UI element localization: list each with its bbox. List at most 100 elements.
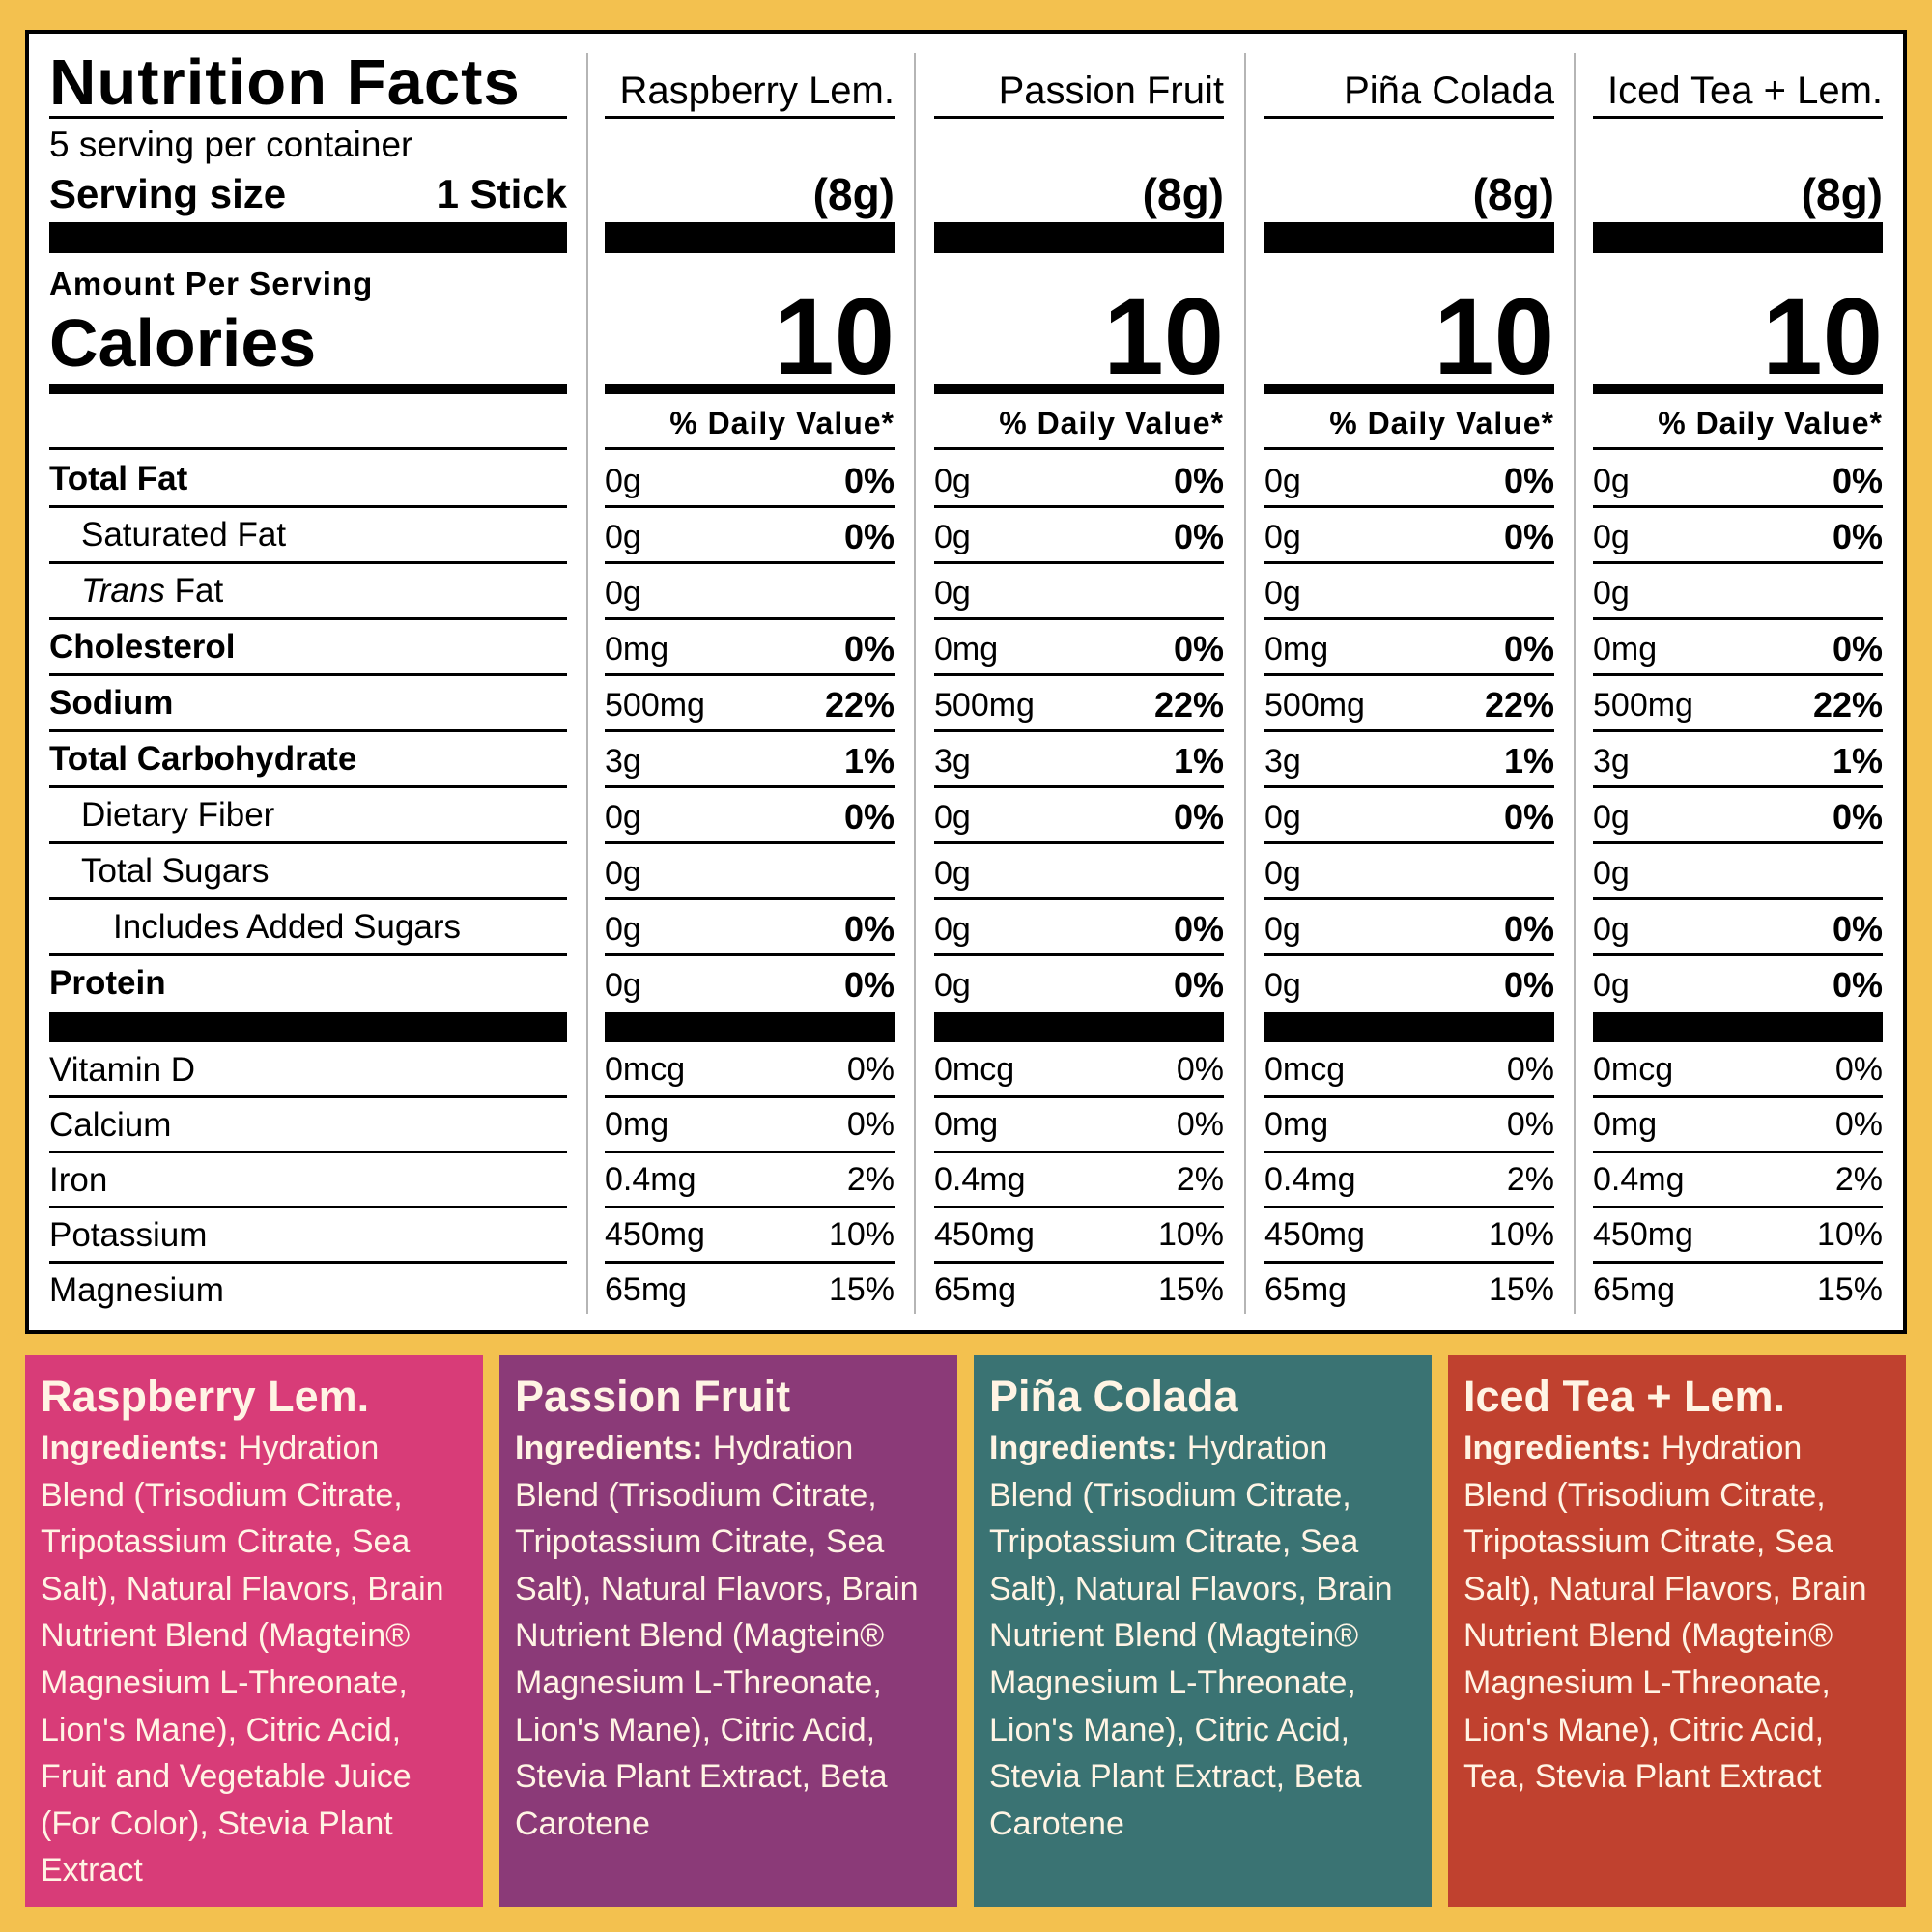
vitamin-amount: 0mg bbox=[1264, 1106, 1329, 1143]
rule bbox=[1593, 1261, 1883, 1264]
nutrient-daily-value: 0% bbox=[843, 965, 895, 1005]
ingredients-panel: Piña Colada Ingredients: Hydration Blend (… bbox=[974, 1355, 1432, 1907]
rule bbox=[934, 617, 1224, 620]
vitamin-amount: 0mcg bbox=[1264, 1051, 1346, 1088]
vitamin-amount: 450mg bbox=[1593, 1216, 1693, 1253]
rule bbox=[605, 222, 895, 253]
ingredients-text: Hydration Blend (Trisodium Citrate, Trip… bbox=[989, 1430, 1393, 1842]
nutrient-daily-value: 0% bbox=[1173, 517, 1224, 556]
nutrient-daily-value: 0% bbox=[1173, 461, 1224, 500]
nutrient-daily-value: 0% bbox=[1503, 461, 1554, 500]
nutrient-amount: 0g bbox=[1593, 462, 1630, 499]
panel-title: Passion Fruit bbox=[515, 1372, 791, 1421]
nutrient-amount: 0g bbox=[605, 798, 641, 836]
nutrient-label-text: Total Carbohydrate bbox=[49, 740, 357, 778]
daily-value-header: % Daily Value* bbox=[1329, 405, 1554, 440]
rule bbox=[49, 384, 567, 394]
ingredients-panel: Raspberry Lem. Ingredients: Hydration Blen… bbox=[25, 1355, 483, 1907]
vitamin-amount: 0mg bbox=[605, 1106, 669, 1143]
nutrient-amount: 0g bbox=[934, 966, 971, 1004]
rule bbox=[49, 897, 567, 900]
rule bbox=[1264, 1012, 1554, 1042]
nutrient-amount: 0g bbox=[1264, 854, 1301, 892]
nutrient-label: Cholesterol bbox=[49, 619, 567, 675]
rule bbox=[49, 841, 567, 844]
rule bbox=[1264, 673, 1554, 676]
vitamin-amount: 0mg bbox=[934, 1106, 999, 1143]
nutrient-amount: 0g bbox=[605, 518, 641, 555]
vitamin-amount: 0mcg bbox=[934, 1051, 1015, 1088]
vitamin-amount: 450mg bbox=[1264, 1216, 1365, 1253]
ingredients-label: Ingredients: bbox=[989, 1430, 1178, 1466]
vitamin-daily-value: 10% bbox=[1488, 1216, 1554, 1253]
vitamin-daily-value: 0% bbox=[846, 1106, 895, 1143]
vitamin-amount: 450mg bbox=[605, 1216, 705, 1253]
nutrient-label-text: Sodium bbox=[49, 684, 174, 722]
nutrient-amount: 0mg bbox=[1593, 630, 1658, 668]
rule bbox=[934, 1261, 1224, 1264]
nutrient-daily-value: 0% bbox=[1832, 965, 1883, 1005]
nutrient-daily-value: 1% bbox=[843, 741, 895, 781]
rule bbox=[1264, 841, 1554, 844]
rule bbox=[934, 1151, 1224, 1153]
vitamin-daily-value: 0% bbox=[846, 1051, 895, 1088]
rule bbox=[49, 505, 567, 508]
rule bbox=[1593, 1151, 1883, 1153]
vitamin-amount: 65mg bbox=[1593, 1271, 1676, 1308]
rule bbox=[934, 116, 1224, 119]
nutrient-daily-value: 0% bbox=[843, 461, 895, 500]
vitamin-amount: 0mcg bbox=[1593, 1051, 1674, 1088]
ingredients-body: Ingredients: Hydration Blend (Trisodium C… bbox=[41, 1425, 468, 1894]
rule bbox=[1264, 617, 1554, 620]
rule bbox=[1264, 953, 1554, 956]
vitamin-label: Calcium bbox=[49, 1105, 172, 1144]
rule bbox=[605, 561, 895, 564]
vitamin-amount: 0.4mg bbox=[605, 1161, 696, 1198]
nutrient-daily-value: 0% bbox=[1503, 965, 1554, 1005]
ingredients-panel: Passion Fruit Ingredients: Hydration Blend… bbox=[499, 1355, 957, 1907]
rule bbox=[605, 1095, 895, 1098]
nutrient-daily-value: 0% bbox=[1832, 461, 1883, 500]
nutrient-daily-value: 0% bbox=[843, 797, 895, 837]
nutrient-daily-value: 0% bbox=[1173, 797, 1224, 837]
nutrient-amount: 3g bbox=[1264, 742, 1301, 780]
nutrient-label: Protein bbox=[49, 955, 567, 1011]
calories-value: 10 bbox=[774, 275, 895, 397]
rule bbox=[605, 384, 895, 394]
rule bbox=[49, 729, 567, 732]
nutrient-amount: 0g bbox=[605, 966, 641, 1004]
nutrient-daily-value: 1% bbox=[1173, 741, 1224, 781]
ingredients-label: Ingredients: bbox=[1463, 1430, 1652, 1466]
nutrient-label-text: Fat bbox=[174, 572, 224, 610]
rule bbox=[1593, 222, 1883, 253]
ingredients-text: Hydration Blend (Trisodium Citrate, Trip… bbox=[41, 1430, 444, 1889]
vitamin-amount: 0.4mg bbox=[1264, 1161, 1356, 1198]
nutrient-label: Total Sugars bbox=[81, 843, 567, 899]
rule bbox=[934, 673, 1224, 676]
rule bbox=[1593, 785, 1883, 788]
nutrient-daily-value: 0% bbox=[1832, 797, 1883, 837]
nutrient-daily-value: 22% bbox=[1812, 685, 1883, 724]
nutrient-amount: 0mg bbox=[1264, 630, 1329, 668]
ingredients-body: Ingredients: Hydration Blend (Trisodium C… bbox=[989, 1425, 1416, 1847]
rule bbox=[934, 384, 1224, 394]
panel-title: Raspberry Lem. bbox=[41, 1372, 370, 1421]
rule bbox=[49, 1095, 567, 1098]
rule bbox=[1593, 841, 1883, 844]
nutrient-amount: 0g bbox=[1593, 798, 1630, 836]
nutrient-amount: 0g bbox=[1264, 518, 1301, 555]
rule bbox=[934, 222, 1224, 253]
rule bbox=[1593, 1095, 1883, 1098]
rule bbox=[605, 841, 895, 844]
vitamin-daily-value: 15% bbox=[1488, 1271, 1554, 1308]
rule bbox=[1264, 1151, 1554, 1153]
calories-label: Calories bbox=[49, 305, 317, 381]
product-serving: (8g) bbox=[812, 169, 895, 219]
rule bbox=[1264, 447, 1554, 450]
nutrient-amount: 0g bbox=[1264, 966, 1301, 1004]
vitamin-daily-value: 0% bbox=[1834, 1051, 1883, 1088]
rule bbox=[605, 785, 895, 788]
nutrient-amount: 0g bbox=[1264, 462, 1301, 499]
servings: 5 serving per container bbox=[49, 125, 413, 164]
rule bbox=[49, 1261, 567, 1264]
